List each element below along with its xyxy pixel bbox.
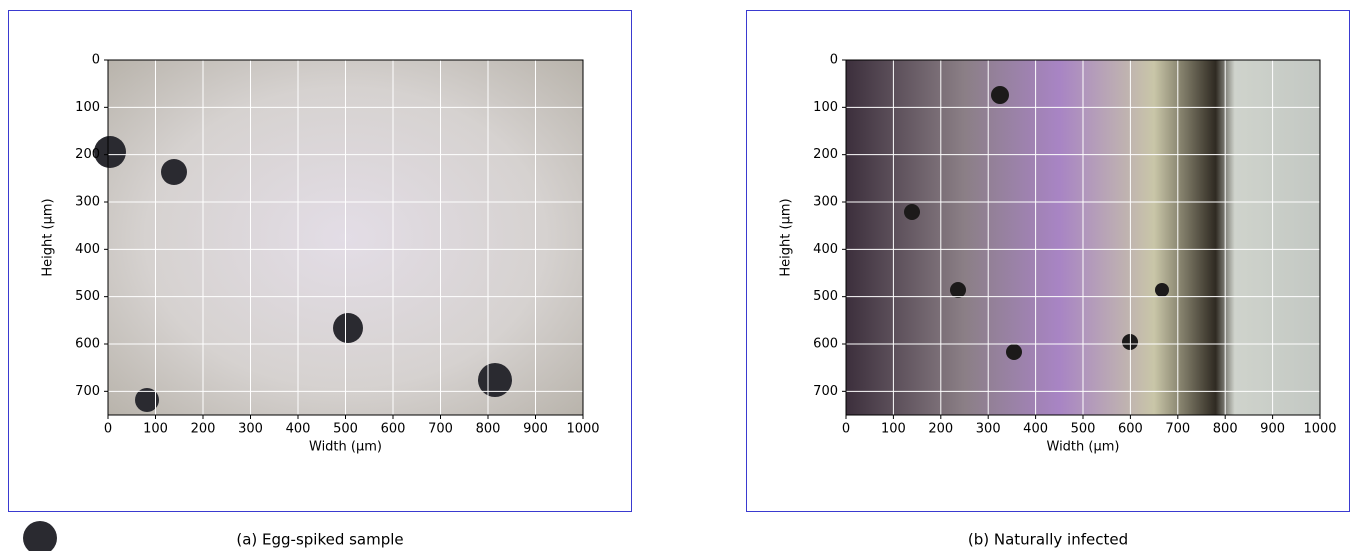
y-tick-label: 100 [813, 100, 838, 115]
x-tick-label: 200 [191, 422, 216, 437]
y-tick-label: 500 [75, 289, 100, 304]
x-tick-label: 600 [381, 422, 406, 437]
x-tick-label: 700 [428, 422, 453, 437]
y-tick-label: 700 [75, 384, 100, 399]
y-tick-label: 600 [813, 337, 838, 352]
x-tick-label: 0 [842, 422, 850, 437]
particle [1155, 283, 1169, 297]
x-tick-label: 600 [1118, 422, 1143, 437]
y-tick-label: 500 [813, 289, 838, 304]
y-tick-label: 100 [75, 100, 100, 115]
x-tick-label: 100 [881, 422, 906, 437]
figure: 0100200300400500600700800900100001002003… [0, 0, 1357, 551]
x-tick-label: 400 [1023, 422, 1048, 437]
particle [1006, 344, 1022, 360]
x-tick-label: 900 [1260, 422, 1285, 437]
particle [991, 86, 1009, 104]
y-tick-label: 0 [830, 53, 838, 68]
y-tick-label: 200 [813, 147, 838, 162]
x-tick-label: 0 [104, 422, 112, 437]
x-tick-label: 700 [1165, 422, 1190, 437]
particle [904, 204, 920, 220]
y-tick-label: 600 [75, 337, 100, 352]
caption: (b) Naturally infected [968, 531, 1128, 549]
y-axis-label: Height (μm) [779, 198, 794, 276]
y-tick-label: 200 [75, 147, 100, 162]
y-tick-label: 300 [75, 195, 100, 210]
particle [333, 313, 363, 343]
x-tick-label: 400 [286, 422, 311, 437]
x-tick-label: 100 [143, 422, 168, 437]
x-tick-label: 200 [928, 422, 953, 437]
caption: (a) Egg-spiked sample [236, 531, 403, 549]
x-tick-label: 500 [333, 422, 358, 437]
y-tick-label: 400 [813, 242, 838, 257]
x-tick-label: 300 [238, 422, 263, 437]
particle [23, 521, 57, 551]
y-tick-label: 0 [92, 53, 100, 68]
particle [478, 363, 512, 397]
y-tick-label: 400 [75, 242, 100, 257]
y-tick-label: 300 [813, 195, 838, 210]
page: {"chart_data": [ {"type": "image", "capt… [0, 0, 1357, 555]
x-axis-label: Width (μm) [1047, 440, 1120, 455]
x-axis-label: Width (μm) [309, 440, 382, 455]
x-tick-label: 300 [976, 422, 1001, 437]
x-tick-label: 800 [1213, 422, 1238, 437]
x-tick-label: 1000 [566, 422, 599, 437]
particle [950, 282, 966, 298]
particle [161, 159, 187, 185]
y-tick-label: 700 [813, 384, 838, 399]
x-tick-label: 1000 [1303, 422, 1336, 437]
x-tick-label: 900 [523, 422, 548, 437]
x-tick-label: 500 [1071, 422, 1096, 437]
y-axis-label: Height (μm) [41, 198, 56, 276]
x-tick-label: 800 [476, 422, 501, 437]
